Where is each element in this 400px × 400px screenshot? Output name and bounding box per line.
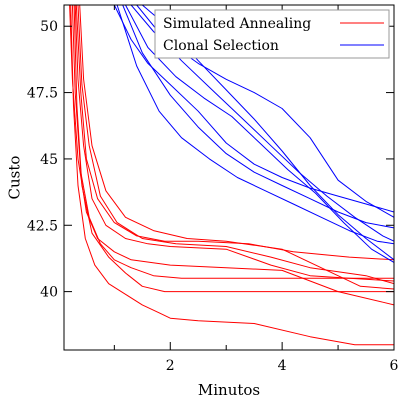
x-tick-label: 4 xyxy=(278,358,287,374)
x-tick-label: 6 xyxy=(390,358,399,374)
y-tick-label: 50 xyxy=(40,19,58,35)
y-tick-label: 45 xyxy=(40,152,58,168)
series-line-clonal-selection-14 xyxy=(125,5,394,263)
y-tick-label: 42.5 xyxy=(27,218,58,234)
series-line-simulated-annealing-6 xyxy=(77,5,394,285)
legend-box xyxy=(154,9,390,59)
y-tick-label: 40 xyxy=(40,285,58,301)
series-line-clonal-selection-9 xyxy=(113,5,394,213)
y-axis-label: Custo xyxy=(5,156,23,200)
legend-label-clonal-selection: Clonal Selection xyxy=(163,38,279,54)
plot-frame xyxy=(63,4,395,351)
legend-label-simulated-annealing: Simulated Annealing xyxy=(163,16,311,32)
y-tick-label: 47.5 xyxy=(27,86,58,102)
x-axis-label: Minutos xyxy=(198,381,260,399)
series-line-simulated-annealing-3 xyxy=(75,5,394,261)
series-line-clonal-selection-10 xyxy=(122,5,394,229)
x-tick-label: 2 xyxy=(166,358,175,374)
series-line-simulated-annealing-7 xyxy=(70,5,394,346)
legend: Simulated Annealing Clonal Selection xyxy=(154,9,390,59)
series-line-simulated-annealing-8 xyxy=(79,5,394,290)
series-line-simulated-annealing-5 xyxy=(73,5,394,293)
series-line-simulated-annealing-2 xyxy=(74,5,394,282)
ticks-layer: 2 4 6 40 42.5 45 47.5 50 xyxy=(27,5,399,374)
